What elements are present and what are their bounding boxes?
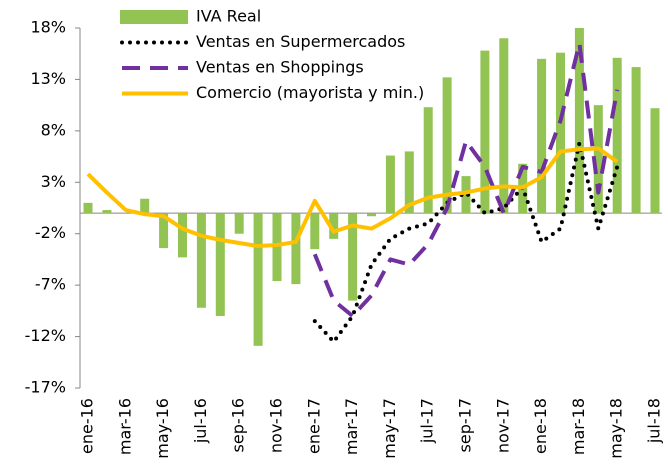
legend-swatch: [120, 10, 188, 24]
bar: [404, 151, 414, 214]
bar: [556, 52, 565, 214]
bar: [178, 213, 187, 258]
line-series: [86, 146, 619, 249]
bar: [480, 50, 490, 214]
x-tick-label: mar-18: [569, 398, 588, 455]
y-tick-label: 3%: [41, 172, 66, 191]
y-tick-label: 8%: [41, 120, 66, 139]
bar: [385, 155, 395, 214]
legend-label: Ventas en Shoppings: [196, 58, 364, 77]
x-tick-label: may-17: [380, 398, 399, 459]
x-tick-label: mar-17: [342, 398, 361, 455]
bar: [253, 213, 263, 346]
bar: [329, 213, 339, 239]
bar: [140, 198, 150, 214]
legend-label: Ventas en Supermercados: [196, 32, 405, 51]
bar: [593, 105, 603, 214]
y-tick-label: -17%: [25, 378, 66, 397]
x-tick-label: ene-18: [531, 398, 550, 454]
bar: [215, 213, 225, 316]
bar: [310, 213, 320, 250]
bar: [574, 28, 584, 214]
bar: [423, 107, 433, 214]
x-tick-label: nov-17: [493, 398, 512, 453]
bar: [650, 108, 660, 214]
x-tick-label: jul-16: [191, 398, 210, 444]
x-tick-label: mar-16: [115, 398, 134, 455]
bar: [442, 77, 452, 214]
bar: [631, 67, 641, 214]
bar: [272, 213, 282, 282]
x-tick-label: jul-17: [418, 398, 437, 444]
y-tick-label: -2%: [35, 223, 66, 242]
x-tick-label: sep-17: [456, 398, 475, 452]
x-tick-label: ene-17: [304, 398, 323, 454]
x-tick-label: jul-18: [645, 398, 664, 444]
x-tick-label: nov-16: [267, 398, 286, 453]
bar: [234, 213, 244, 234]
bar: [499, 38, 509, 214]
line-series: [312, 141, 620, 344]
bar: [612, 57, 622, 214]
y-tick-label: -12%: [25, 326, 66, 345]
bar: [102, 210, 112, 214]
line-series: [312, 41, 620, 318]
y-tick-label: 18%: [30, 18, 66, 37]
x-tick-label: sep-16: [229, 398, 248, 452]
bar: [159, 213, 169, 249]
legend-label: Comercio (mayorista y min.): [196, 83, 424, 102]
bar: [83, 202, 93, 214]
legend-label: IVA Real: [196, 7, 261, 26]
bar: [196, 213, 206, 308]
bar: [348, 213, 358, 301]
y-tick-label: -7%: [35, 275, 66, 294]
bar: [537, 58, 547, 214]
y-tick-label: 13%: [30, 69, 66, 88]
x-tick-label: may-16: [153, 398, 172, 459]
bar: [291, 213, 301, 285]
bar: [367, 213, 376, 217]
x-tick-label: ene-16: [78, 398, 97, 454]
x-tick-label: may-18: [607, 398, 626, 459]
